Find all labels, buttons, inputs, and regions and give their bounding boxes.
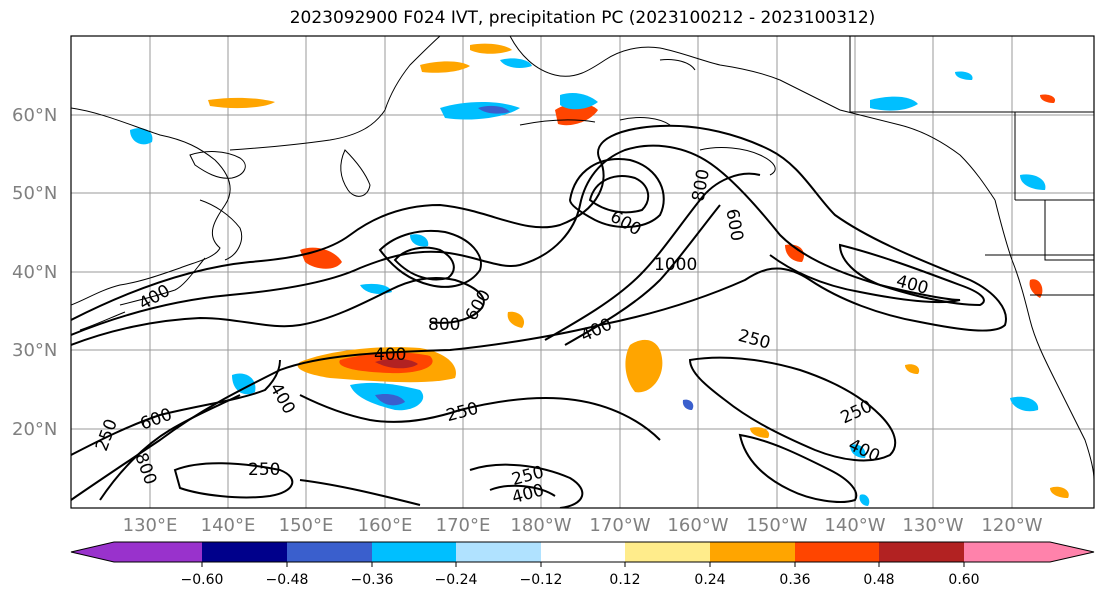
- lon-label-150w: 150°W: [746, 515, 807, 536]
- colorbar-segment-9: [879, 542, 964, 562]
- colorbar-tick-label: −0.12: [520, 572, 563, 588]
- latitude-labels: 60°N 50°N 40°N 30°N 20°N: [12, 105, 57, 440]
- colorbar-tick-label: 0.12: [609, 572, 640, 588]
- lon-label-120w: 120°W: [981, 515, 1042, 536]
- colorbar-tick-label: −0.60: [181, 572, 224, 588]
- lat-label-50n: 50°N: [12, 183, 57, 204]
- colorbar-tick-label: 0.48: [863, 572, 894, 588]
- coastlines: [71, 36, 1094, 481]
- colorbar-ticks: [201, 562, 965, 567]
- colorbar: −0.60 −0.48 −0.36 −0.24 −0.12 0.12 0.24 …: [70, 541, 1095, 588]
- lon-label-140w: 140°W: [824, 515, 885, 536]
- lat-label-30n: 30°N: [12, 340, 57, 361]
- lat-label-20n: 20°N: [12, 419, 57, 440]
- lon-label-160e: 160°E: [358, 515, 413, 536]
- lon-label-180w: 180°W: [510, 515, 571, 536]
- lon-label-160w: 160°W: [667, 515, 728, 536]
- contour-label-800: 800: [428, 315, 460, 335]
- lat-label-40n: 40°N: [12, 262, 57, 283]
- precip-negative-patches: [130, 58, 1046, 506]
- lon-label-170w: 170°W: [589, 515, 650, 536]
- colorbar-segment-2: [287, 542, 372, 562]
- ivt-contours: [71, 124, 1007, 508]
- lon-label-130w: 130°W: [902, 515, 963, 536]
- longitude-labels: 130°E 140°E 150°E 160°E 170°E 180°W 170°…: [123, 515, 1043, 536]
- colorbar-segment-7: [710, 542, 795, 562]
- contour-label-1000: 1000: [654, 255, 697, 275]
- colorbar-segment-10: [964, 542, 1094, 562]
- colorbar-outline: [70, 541, 1095, 563]
- colorbar-tick-label: 0.36: [779, 572, 810, 588]
- colorbar-tick-label: −0.36: [351, 572, 394, 588]
- borders: [849, 36, 1094, 296]
- contour-label-400-a: 400: [374, 345, 406, 365]
- lon-label-140e: 140°E: [201, 515, 256, 536]
- colorbar-segment-5: [541, 542, 625, 562]
- lon-label-130e: 130°E: [123, 515, 178, 536]
- colorbar-segment-8: [795, 542, 879, 562]
- colorbar-tick-label: −0.48: [266, 572, 309, 588]
- contour-label-250-e: 250: [248, 460, 280, 480]
- map-title: 2023092900 F024 IVT, precipitation PC (2…: [289, 8, 876, 28]
- colorbar-segment-0: [71, 542, 202, 562]
- colorbar-segment-3: [372, 542, 456, 562]
- colorbar-tick-label: −0.24: [435, 572, 478, 588]
- lat-label-60n: 60°N: [12, 105, 57, 126]
- precip-positive-patches: [208, 43, 1069, 498]
- lon-label-150e: 150°E: [279, 515, 334, 536]
- colorbar-segment-6: [625, 542, 710, 562]
- colorbar-tick-label: 0.60: [948, 572, 979, 588]
- colorbar-tick-label: 0.24: [694, 572, 725, 588]
- map-frame: [70, 35, 1095, 509]
- colorbar-segment-1: [202, 542, 287, 562]
- colorbar-segment-4: [456, 542, 541, 562]
- lon-label-170e: 170°E: [436, 515, 491, 536]
